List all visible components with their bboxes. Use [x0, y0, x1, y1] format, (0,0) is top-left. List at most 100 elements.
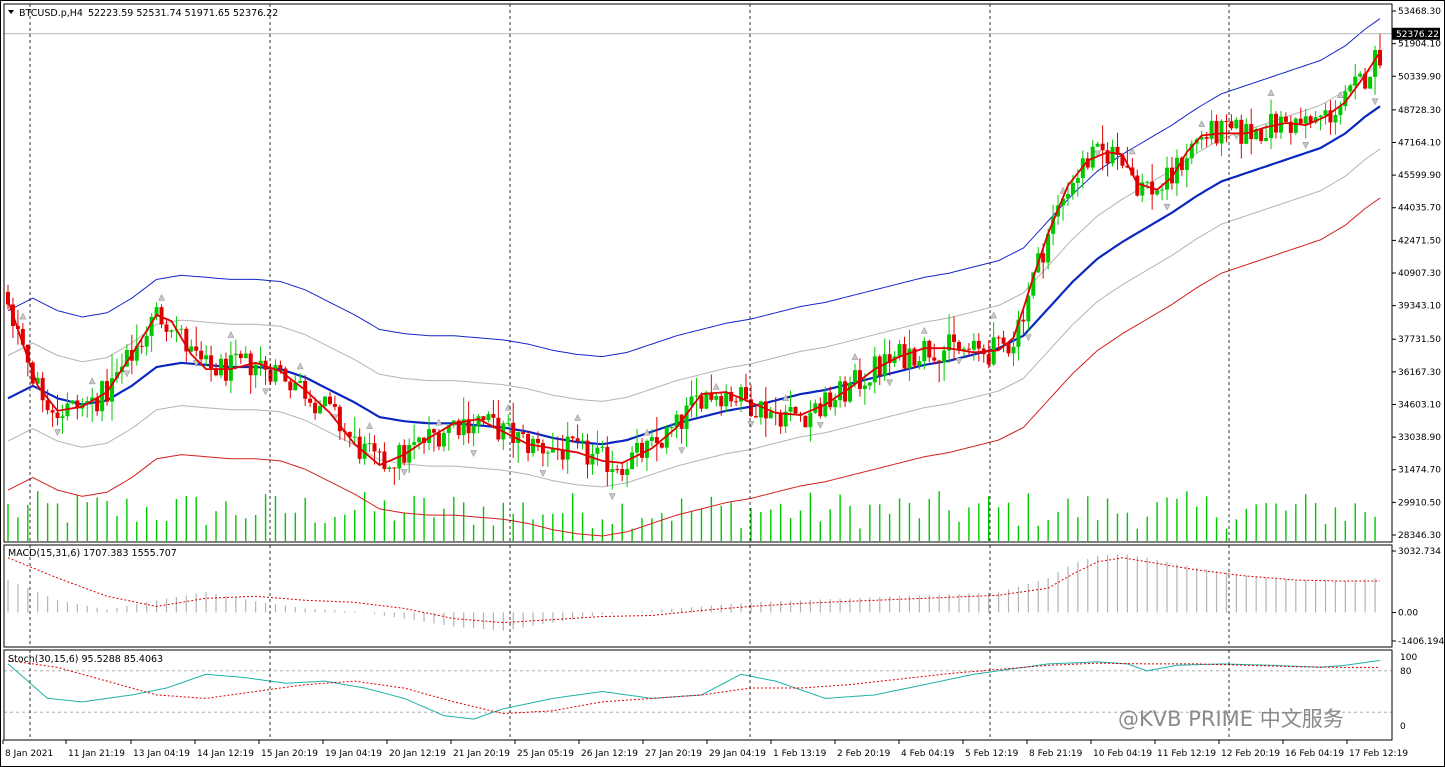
- candle-body: [862, 385, 867, 389]
- candle-body: [1373, 50, 1378, 77]
- candle-body: [684, 405, 689, 429]
- candle-body: [218, 358, 223, 376]
- candle-body: [313, 402, 318, 414]
- candle-body: [1303, 116, 1308, 124]
- time-tick-label: 21 Jan 20:19: [453, 749, 510, 759]
- candle-body: [179, 328, 184, 330]
- candle-body: [100, 381, 105, 412]
- candle-body: [471, 425, 476, 434]
- candle-body: [1135, 175, 1140, 196]
- candle-body: [1239, 119, 1244, 144]
- stoch-tick-label: 100: [1400, 653, 1417, 663]
- candle-body: [362, 443, 367, 459]
- candle-body: [169, 330, 174, 332]
- candle-body: [902, 344, 907, 369]
- candle-body: [922, 340, 927, 362]
- candle-body: [852, 370, 857, 383]
- candle-body: [412, 442, 417, 445]
- candle-body: [407, 444, 412, 463]
- candle-body: [986, 354, 991, 365]
- candle-body: [1214, 121, 1219, 144]
- candle-body: [748, 399, 753, 417]
- fractal-up-arrow: [1336, 91, 1344, 98]
- candle-body: [560, 449, 565, 460]
- price-tick-label: 39343.10: [1398, 302, 1441, 312]
- time-tick-label: 16 Feb 04:19: [1285, 749, 1344, 759]
- candle-body: [1224, 120, 1229, 122]
- candle-body: [674, 414, 679, 428]
- moving-average-fast-line: [7, 51, 1381, 467]
- candle-body: [194, 346, 199, 351]
- candle-body: [164, 324, 169, 332]
- candle-body: [783, 411, 788, 427]
- candle-body: [521, 432, 526, 434]
- candle-body: [446, 425, 451, 433]
- candle-body: [1328, 110, 1333, 123]
- candle-body: [1343, 91, 1348, 107]
- candle-body: [867, 382, 872, 386]
- candle-body: [1209, 121, 1214, 139]
- price-tick-label: 47164.10: [1398, 138, 1441, 148]
- lower-band-line: [7, 197, 1381, 537]
- candle-body: [649, 437, 654, 441]
- candle-body: [516, 432, 521, 443]
- candle-body: [491, 414, 496, 418]
- candle-body: [184, 328, 189, 352]
- candle-body: [1204, 137, 1209, 139]
- candle-body: [1070, 182, 1075, 195]
- candle-body: [1229, 121, 1234, 129]
- candle-body: [1100, 143, 1105, 151]
- macd-frame: [3, 544, 1393, 648]
- macd-tick-label: 0.00: [1398, 608, 1418, 618]
- candle-body: [1348, 85, 1353, 92]
- candle-body: [937, 360, 942, 363]
- macd-tick-label: -1406.194: [1398, 637, 1444, 647]
- candle-body: [912, 348, 917, 366]
- fractal-up-arrow: [782, 394, 790, 402]
- candle-body: [1075, 178, 1080, 183]
- candle-body: [352, 436, 357, 438]
- candle-body: [1046, 233, 1051, 263]
- candle-body: [1313, 117, 1318, 123]
- candle-body: [243, 353, 248, 359]
- candle-body: [20, 328, 25, 345]
- candle-body: [1378, 50, 1382, 66]
- fractal-down-arrow: [54, 429, 61, 437]
- candle-body: [803, 415, 808, 428]
- macd-tick-label: 3032.734: [1398, 547, 1441, 557]
- fractal-down-arrow: [262, 388, 269, 396]
- fractal-up-arrow: [574, 413, 582, 421]
- time-tick-label: 13 Jan 04:19: [133, 749, 190, 759]
- price-tick-label: 51904.10: [1398, 40, 1441, 50]
- fractal-up-arrow: [712, 382, 720, 390]
- candle-body: [1090, 146, 1095, 168]
- candle-body: [1234, 119, 1239, 129]
- stoch-signal-line: [7, 660, 1380, 715]
- candle-body: [466, 419, 471, 434]
- candle-body: [1219, 120, 1224, 144]
- price-tick-label: 40907.30: [1398, 269, 1441, 279]
- fractal-down-arrow: [1094, 150, 1102, 158]
- candle-body: [729, 392, 734, 402]
- candle-body: [367, 443, 372, 445]
- candle-body: [952, 334, 957, 342]
- candle-body: [1115, 146, 1120, 155]
- candle-body: [833, 400, 838, 408]
- candle-body: [630, 452, 635, 469]
- candle-body: [942, 350, 947, 363]
- time-tick-label: 15 Jan 20:19: [261, 749, 318, 759]
- candle-body: [35, 377, 40, 384]
- candle-body: [1001, 337, 1006, 344]
- time-tick-label: 19 Jan 04:19: [325, 749, 382, 759]
- candle-body: [1120, 154, 1125, 166]
- candle-body: [996, 337, 1001, 339]
- candle-body: [669, 427, 674, 429]
- candle-body: [1283, 116, 1288, 122]
- candle-body: [758, 401, 763, 418]
- price-tick-label: 33038.90: [1398, 433, 1441, 443]
- candle-body: [134, 345, 139, 361]
- price-tick-label: 53468.30: [1398, 7, 1441, 17]
- candle-body: [332, 404, 337, 407]
- inner-lower-band-line: [7, 148, 1381, 488]
- price-tick-label: 36167.30: [1398, 368, 1441, 378]
